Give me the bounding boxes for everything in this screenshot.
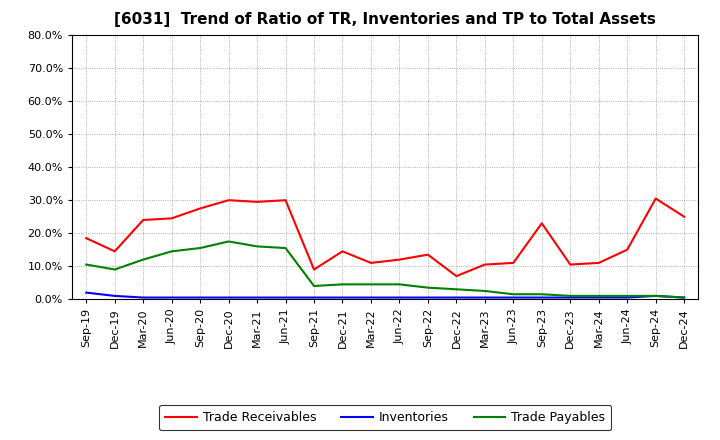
Inventories <box>253 295 261 300</box>
Trade Receivables <box>480 262 489 267</box>
Inventories <box>366 295 375 300</box>
Inventories <box>537 295 546 300</box>
Trade Receivables <box>680 214 688 220</box>
Trade Receivables <box>395 257 404 262</box>
Inventories <box>509 295 518 300</box>
Trade Payables <box>680 295 688 300</box>
Trade Receivables <box>225 198 233 203</box>
Trade Payables <box>652 293 660 299</box>
Trade Payables <box>595 293 603 299</box>
Trade Payables <box>366 282 375 287</box>
Trade Payables <box>509 292 518 297</box>
Inventories <box>196 295 204 300</box>
Trade Payables <box>338 282 347 287</box>
Inventories <box>310 295 318 300</box>
Line: Trade Receivables: Trade Receivables <box>86 198 684 276</box>
Trade Receivables <box>310 267 318 272</box>
Inventories <box>110 293 119 299</box>
Inventories <box>652 293 660 299</box>
Line: Inventories: Inventories <box>86 293 684 297</box>
Trade Payables <box>139 257 148 262</box>
Trade Payables <box>282 246 290 251</box>
Trade Payables <box>110 267 119 272</box>
Trade Receivables <box>196 206 204 211</box>
Trade Receivables <box>167 216 176 221</box>
Trade Payables <box>452 287 461 292</box>
Trade Payables <box>167 249 176 254</box>
Legend: Trade Receivables, Inventories, Trade Payables: Trade Receivables, Inventories, Trade Pa… <box>159 405 611 430</box>
Trade Payables <box>82 262 91 267</box>
Trade Receivables <box>595 260 603 266</box>
Trade Receivables <box>366 260 375 266</box>
Trade Payables <box>480 288 489 293</box>
Trade Payables <box>623 293 631 299</box>
Title: [6031]  Trend of Ratio of TR, Inventories and TP to Total Assets: [6031] Trend of Ratio of TR, Inventories… <box>114 12 656 27</box>
Trade Receivables <box>452 273 461 279</box>
Inventories <box>395 295 404 300</box>
Inventories <box>282 295 290 300</box>
Inventories <box>423 295 432 300</box>
Inventories <box>480 295 489 300</box>
Inventories <box>680 295 688 300</box>
Inventories <box>452 295 461 300</box>
Inventories <box>566 295 575 300</box>
Trade Receivables <box>139 217 148 223</box>
Trade Payables <box>537 292 546 297</box>
Inventories <box>623 295 631 300</box>
Trade Payables <box>225 239 233 244</box>
Inventories <box>139 295 148 300</box>
Trade Receivables <box>282 198 290 203</box>
Trade Payables <box>253 244 261 249</box>
Inventories <box>225 295 233 300</box>
Trade Receivables <box>423 252 432 257</box>
Inventories <box>167 295 176 300</box>
Trade Receivables <box>110 249 119 254</box>
Trade Receivables <box>253 199 261 205</box>
Inventories <box>595 295 603 300</box>
Trade Receivables <box>338 249 347 254</box>
Trade Payables <box>196 246 204 251</box>
Trade Payables <box>566 293 575 299</box>
Trade Receivables <box>82 235 91 241</box>
Inventories <box>338 295 347 300</box>
Trade Receivables <box>509 260 518 266</box>
Inventories <box>82 290 91 295</box>
Trade Payables <box>395 282 404 287</box>
Line: Trade Payables: Trade Payables <box>86 242 684 297</box>
Trade Payables <box>310 283 318 289</box>
Trade Receivables <box>652 196 660 201</box>
Trade Receivables <box>566 262 575 267</box>
Trade Receivables <box>537 221 546 226</box>
Trade Receivables <box>623 247 631 253</box>
Trade Payables <box>423 285 432 290</box>
